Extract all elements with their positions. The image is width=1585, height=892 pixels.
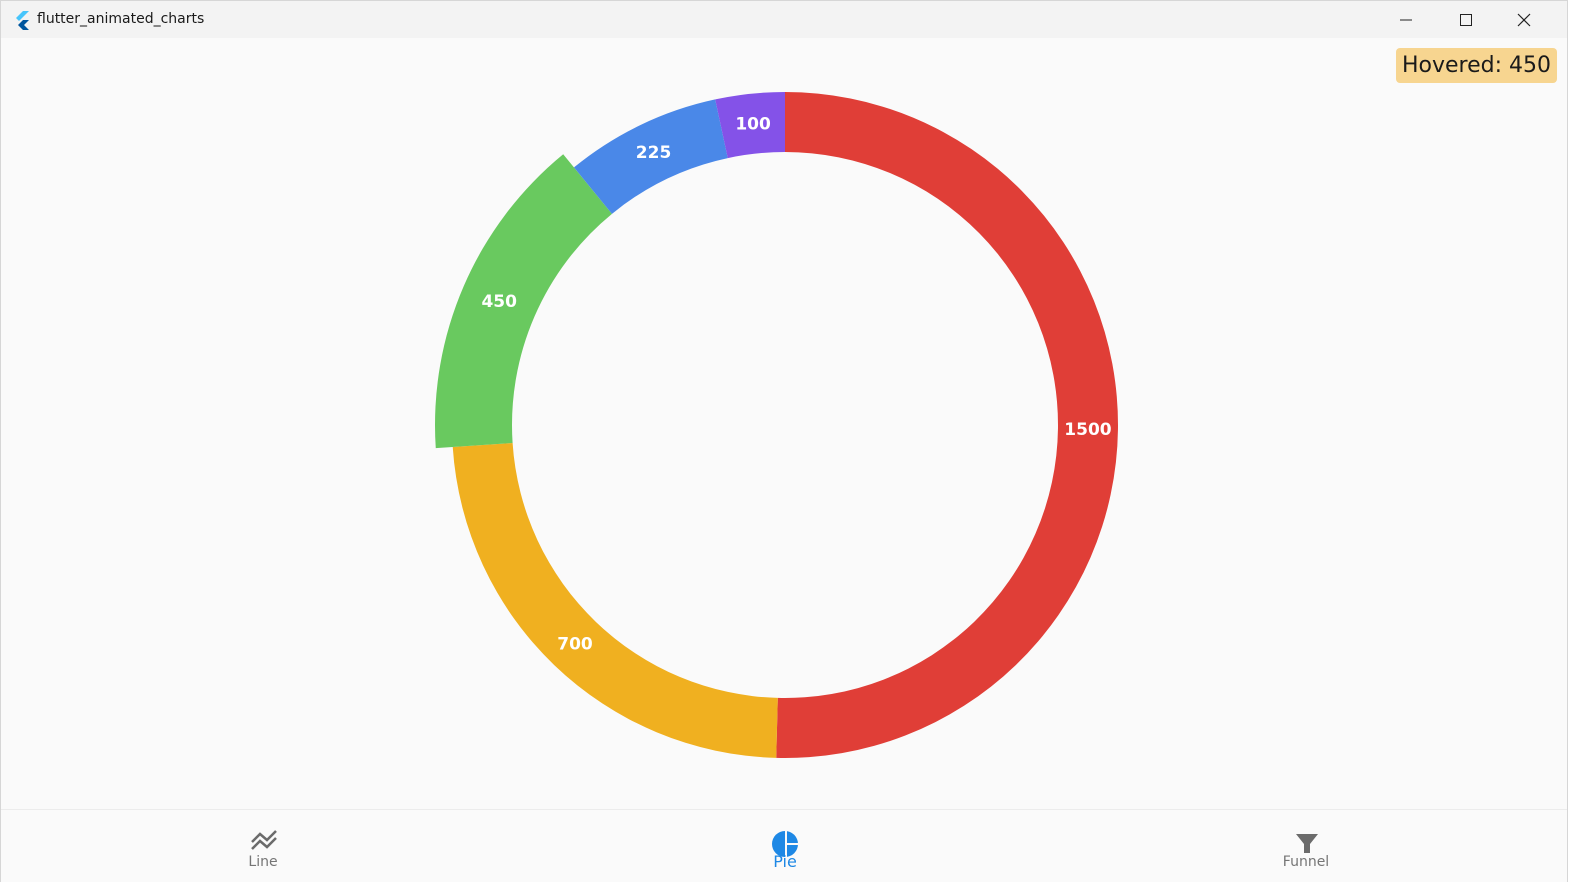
window-title: flutter_animated_charts <box>37 11 205 27</box>
pie-slice <box>452 443 778 758</box>
pie-slice <box>573 99 728 214</box>
hover-badge: Hovered: 450 <box>1395 48 1557 83</box>
nav-label[interactable]: Line <box>248 854 278 870</box>
line-icon[interactable] <box>251 830 277 850</box>
slice-label: 700 <box>557 634 593 654</box>
app-icon <box>16 11 29 30</box>
donut-chart: 1500 700 450 225 100 <box>435 92 1118 758</box>
slice-label: 450 <box>481 292 517 312</box>
slice-label: 1500 <box>1064 420 1111 440</box>
title-bar: flutter_animated_charts <box>1 1 1567 38</box>
pie-slice <box>715 92 785 159</box>
nav-label[interactable]: Pie <box>773 852 797 871</box>
app-window: flutter_animated_charts Hovered: 450 150… <box>0 0 1568 882</box>
pie-slice <box>776 92 1118 758</box>
slice-label: 100 <box>735 115 771 135</box>
bottom-nav: Line Pie Funnel <box>1 809 1567 882</box>
nav-label[interactable]: Funnel <box>1282 854 1330 870</box>
pie-icon[interactable] <box>772 830 799 858</box>
slice-label: 225 <box>636 143 672 163</box>
window-controls[interactable] <box>1387 1 1567 38</box>
pie-slice <box>435 154 612 449</box>
funnel-icon[interactable] <box>1296 834 1318 853</box>
nav-icons <box>251 830 1318 858</box>
